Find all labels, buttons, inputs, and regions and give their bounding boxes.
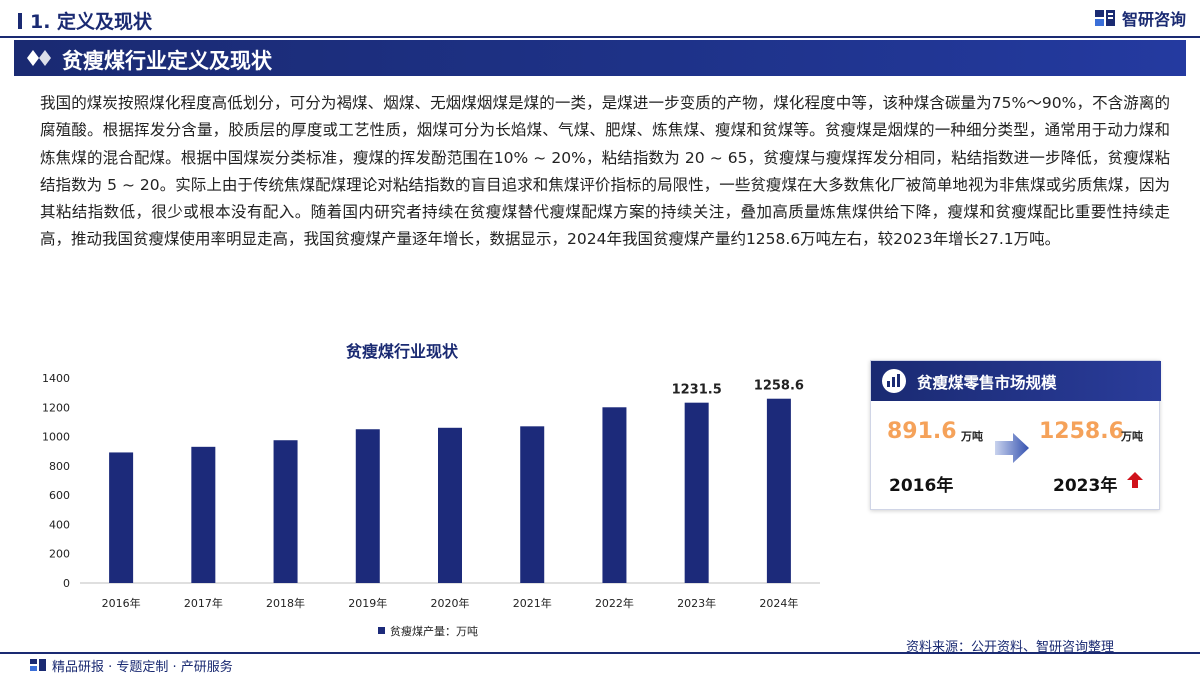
- x-tick-label: 2016年: [102, 596, 141, 610]
- card-header: 贫瘦煤零售市场规模: [871, 361, 1161, 401]
- bar: [191, 446, 216, 583]
- x-tick-label: 2024年: [759, 596, 798, 610]
- y-tick-label: 600: [49, 489, 70, 502]
- legend-swatch: [378, 627, 385, 634]
- x-tick-label: 2017年: [184, 596, 223, 610]
- section-marker: [18, 13, 22, 29]
- y-tick-label: 1000: [42, 431, 70, 444]
- diamond-icon: [27, 50, 51, 66]
- x-tick-label: 2019年: [348, 596, 387, 610]
- bar: [355, 429, 380, 583]
- footer-logo-icon: [30, 659, 46, 671]
- brand: 智研咨询: [1094, 6, 1186, 30]
- end-value: 1258.6: [1039, 419, 1124, 444]
- start-year: 2016年: [889, 476, 954, 496]
- end-year: 2023年: [1053, 476, 1118, 496]
- chart-title: 贫瘦煤行业现状: [346, 342, 459, 361]
- bar: [684, 402, 709, 583]
- bar: [520, 426, 545, 583]
- y-tick-label: 1200: [42, 401, 70, 414]
- x-tick-label: 2023年: [677, 596, 716, 610]
- y-tick-label: 1400: [42, 372, 70, 385]
- x-tick-label: 2021年: [513, 596, 552, 610]
- banner-title: 贫瘦煤行业定义及现状: [62, 49, 272, 73]
- data-label: 1231.5: [672, 383, 722, 398]
- bar: [109, 452, 134, 583]
- data-label: 1258.6: [754, 379, 804, 394]
- up-arrow-icon: [1127, 472, 1143, 488]
- top-header: 1. 定义及现状 智研咨询: [0, 0, 1200, 38]
- y-tick-label: 0: [63, 577, 70, 590]
- section-banner: 贫瘦煤行业定义及现状: [14, 40, 1186, 76]
- bar: [766, 398, 791, 583]
- start-value: 891.6: [887, 419, 957, 444]
- bar: [438, 427, 462, 583]
- data-source: 资料来源：公开资料、智研咨询整理: [906, 640, 1115, 655]
- bar-chart: 0 200 400 600 800 1000 1200 1400 2016年 2017年 2018年…: [42, 372, 820, 638]
- start-unit: 万吨: [961, 430, 983, 443]
- x-tick-label: 2018年: [266, 596, 305, 610]
- brand-logo-icon: [1094, 10, 1115, 26]
- market-size-card: 贫瘦煤零售市场规模 891.6 万吨 1258.6 万吨 2016年 2023年: [870, 360, 1161, 510]
- intro-paragraph: 我国的煤炭按照煤化程度高低划分，可分为褐煤、烟煤、无烟煤烟煤是煤的一类，是煤进一…: [40, 94, 1170, 249]
- card-title: 贫瘦煤零售市场规模: [917, 374, 1057, 392]
- section-title: 1. 定义及现状: [30, 11, 153, 33]
- y-tick-label: 200: [49, 548, 70, 561]
- y-tick-label: 400: [49, 518, 70, 531]
- y-tick-label: 800: [49, 460, 70, 473]
- x-tick-label: 2022年: [595, 596, 634, 610]
- brand-name: 智研咨询: [1121, 10, 1186, 29]
- x-tick-label: 2020年: [431, 596, 470, 610]
- footer-tagline: 精品研报 · 专题定制 · 产研服务: [52, 660, 233, 674]
- end-unit: 万吨: [1121, 430, 1143, 443]
- footer-bar: 精品研报 · 专题定制 · 产研服务: [0, 652, 1200, 674]
- bar: [602, 407, 627, 583]
- legend-label: 贫瘦煤产量：万吨: [390, 624, 478, 638]
- arrow-right-icon: [995, 433, 1029, 463]
- market-icon: [882, 369, 906, 393]
- bar: [273, 440, 298, 583]
